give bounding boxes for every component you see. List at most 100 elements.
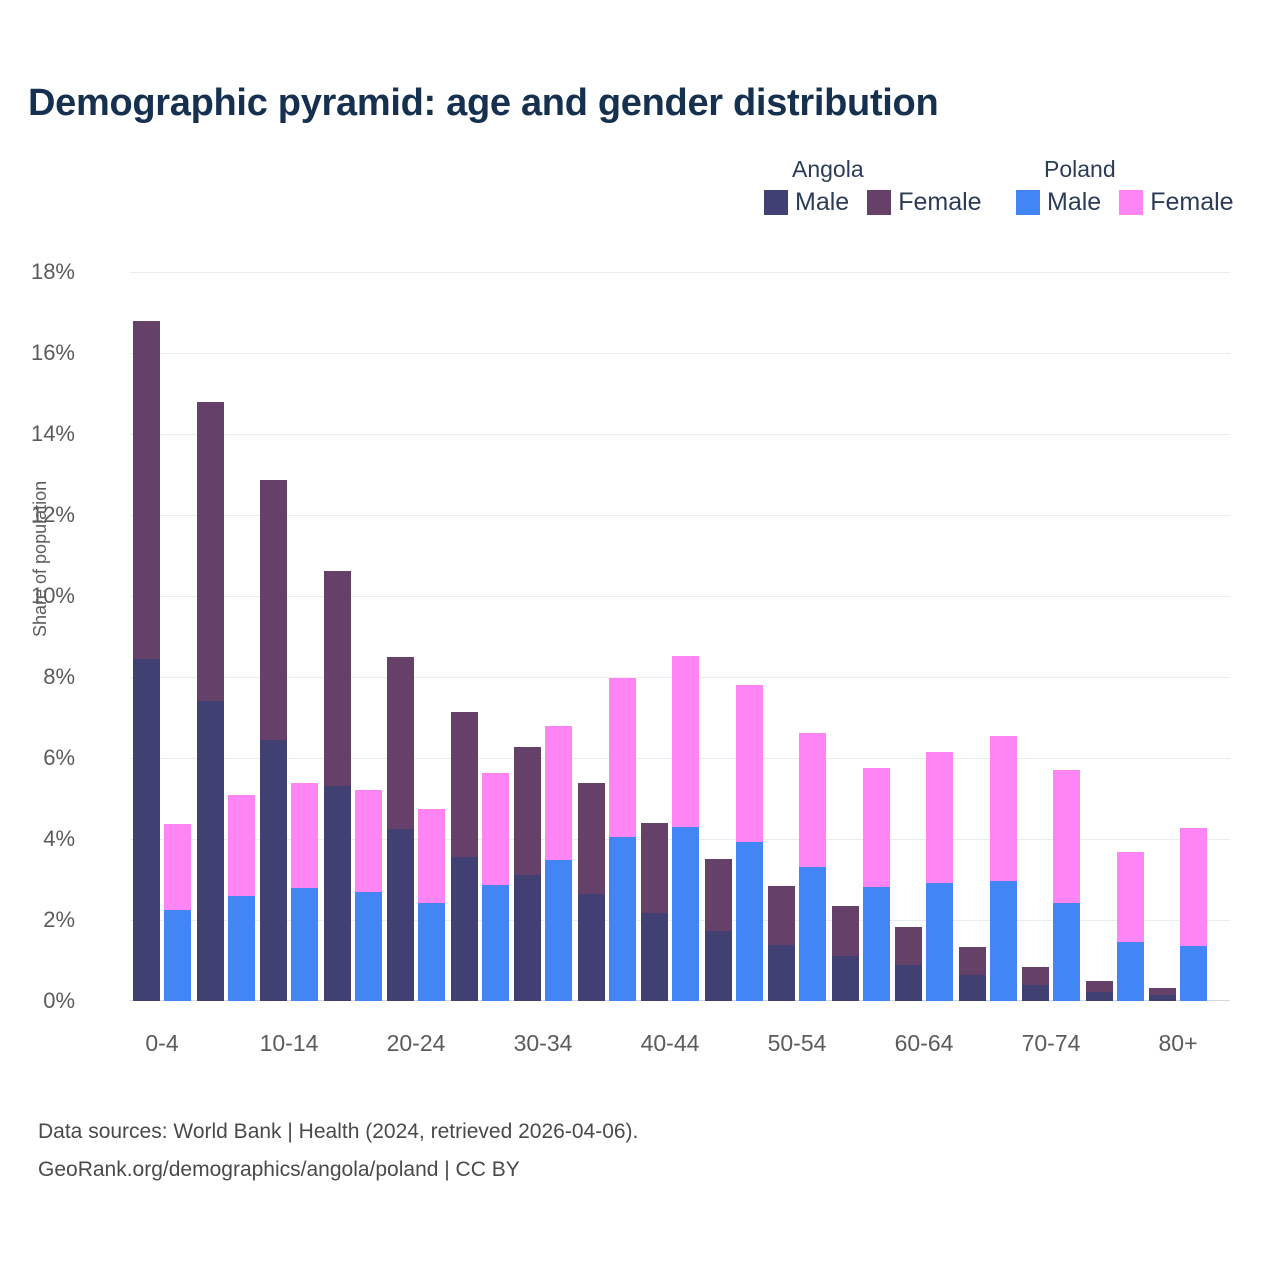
bar-segment-angola-male[interactable]: [133, 658, 160, 1001]
bar-poland[interactable]: [481, 773, 509, 1001]
bar-segment-poland-female[interactable]: [672, 655, 699, 827]
bar-segment-poland-female[interactable]: [354, 790, 382, 893]
bar-segment-poland-female[interactable]: [227, 795, 255, 896]
bar-segment-angola-female[interactable]: [1149, 987, 1176, 995]
bar-segment-angola-male[interactable]: [196, 700, 224, 1001]
bar-segment-poland-female[interactable]: [799, 732, 826, 868]
bar-segment-angola-female[interactable]: [641, 822, 668, 913]
bar-segment-angola-female[interactable]: [768, 885, 795, 946]
bar-segment-angola-male[interactable]: [768, 945, 795, 1001]
bar-segment-poland-male[interactable]: [672, 826, 699, 1001]
bar-segment-angola-male[interactable]: [831, 955, 859, 1001]
bar-poland[interactable]: [545, 725, 572, 1001]
bar-angola[interactable]: [1149, 987, 1176, 1001]
bar-angola[interactable]: [387, 656, 414, 1001]
bar-angola[interactable]: [958, 947, 986, 1001]
bar-angola[interactable]: [641, 822, 668, 1001]
bar-poland[interactable]: [227, 795, 255, 1001]
bar-poland[interactable]: [1180, 828, 1207, 1001]
bar-segment-angola-female[interactable]: [514, 747, 541, 875]
bar-segment-poland-male[interactable]: [799, 867, 826, 1001]
bar-segment-angola-male[interactable]: [323, 785, 351, 1001]
bar-segment-poland-male[interactable]: [227, 895, 255, 1001]
bar-segment-poland-female[interactable]: [862, 768, 890, 887]
bar-poland[interactable]: [354, 790, 382, 1001]
bar-segment-angola-female[interactable]: [577, 783, 605, 894]
bar-angola[interactable]: [577, 783, 605, 1001]
bar-segment-poland-male[interactable]: [735, 842, 763, 1001]
bar-poland[interactable]: [1053, 770, 1080, 1001]
bar-poland[interactable]: [989, 735, 1017, 1001]
bar-segment-angola-female[interactable]: [958, 947, 986, 975]
bar-angola[interactable]: [514, 747, 541, 1001]
bar-segment-poland-female[interactable]: [608, 678, 636, 837]
bar-segment-poland-male[interactable]: [545, 860, 572, 1001]
bar-poland[interactable]: [862, 768, 890, 1001]
bar-poland[interactable]: [291, 783, 318, 1001]
bar-angola[interactable]: [1022, 966, 1049, 1001]
bar-segment-poland-male[interactable]: [862, 886, 890, 1001]
bar-segment-angola-male[interactable]: [260, 739, 287, 1001]
bar-segment-poland-male[interactable]: [1180, 946, 1207, 1001]
bar-segment-angola-female[interactable]: [1022, 966, 1049, 985]
bar-segment-angola-male[interactable]: [387, 828, 414, 1001]
bar-segment-angola-female[interactable]: [133, 320, 160, 659]
bar-segment-angola-male[interactable]: [1085, 992, 1113, 1001]
bar-segment-angola-male[interactable]: [895, 965, 922, 1001]
bar-segment-angola-male[interactable]: [704, 930, 732, 1001]
bar-poland[interactable]: [608, 678, 636, 1001]
bar-segment-angola-female[interactable]: [1085, 981, 1113, 993]
bar-angola[interactable]: [323, 570, 351, 1001]
bar-angola[interactable]: [1085, 981, 1113, 1001]
bar-segment-angola-male[interactable]: [958, 974, 986, 1001]
bar-segment-angola-female[interactable]: [387, 656, 414, 829]
bar-poland[interactable]: [672, 655, 699, 1001]
bar-angola[interactable]: [450, 712, 478, 1001]
legend-item-poland-female[interactable]: Female: [1119, 189, 1234, 216]
bar-segment-poland-female[interactable]: [545, 725, 572, 861]
bar-segment-angola-female[interactable]: [196, 401, 224, 701]
bar-segment-angola-female[interactable]: [323, 570, 351, 786]
legend-item-angola-male[interactable]: Male: [764, 189, 849, 216]
bar-segment-poland-male[interactable]: [481, 884, 509, 1001]
bar-segment-poland-male[interactable]: [291, 888, 318, 1001]
bar-segment-poland-male[interactable]: [354, 892, 382, 1001]
bar-segment-poland-female[interactable]: [1180, 828, 1207, 947]
bar-segment-poland-male[interactable]: [164, 909, 191, 1001]
bar-segment-angola-male[interactable]: [1022, 984, 1049, 1001]
bar-angola[interactable]: [831, 905, 859, 1001]
bar-segment-poland-male[interactable]: [1116, 942, 1144, 1001]
bar-segment-poland-female[interactable]: [926, 752, 953, 883]
bar-poland[interactable]: [735, 685, 763, 1001]
bar-segment-poland-female[interactable]: [291, 783, 318, 889]
bar-angola[interactable]: [768, 885, 795, 1001]
bar-segment-angola-male[interactable]: [450, 857, 478, 1001]
bar-angola[interactable]: [704, 858, 732, 1001]
bar-segment-poland-male[interactable]: [1053, 903, 1080, 1001]
bar-segment-poland-female[interactable]: [989, 735, 1017, 881]
bar-segment-poland-male[interactable]: [989, 880, 1017, 1001]
bar-segment-angola-female[interactable]: [450, 712, 478, 858]
bar-segment-poland-female[interactable]: [735, 685, 763, 843]
bar-poland[interactable]: [799, 732, 826, 1001]
bar-segment-poland-female[interactable]: [164, 824, 191, 910]
bar-segment-poland-female[interactable]: [481, 773, 509, 885]
bar-angola[interactable]: [260, 479, 287, 1001]
bar-segment-angola-female[interactable]: [831, 905, 859, 956]
bar-segment-poland-female[interactable]: [418, 809, 445, 903]
bar-segment-angola-male[interactable]: [577, 893, 605, 1001]
bar-segment-poland-male[interactable]: [418, 903, 445, 1001]
bar-angola[interactable]: [895, 926, 922, 1001]
bar-segment-angola-female[interactable]: [704, 858, 732, 931]
bar-segment-angola-female[interactable]: [895, 926, 922, 966]
bar-segment-angola-male[interactable]: [514, 874, 541, 1001]
bar-segment-poland-male[interactable]: [926, 882, 953, 1001]
bar-poland[interactable]: [1116, 852, 1144, 1001]
bar-poland[interactable]: [164, 824, 191, 1001]
bar-segment-angola-female[interactable]: [260, 479, 287, 740]
bar-segment-poland-female[interactable]: [1116, 852, 1144, 943]
legend-item-angola-female[interactable]: Female: [867, 189, 982, 216]
bar-segment-poland-female[interactable]: [1053, 770, 1080, 903]
legend-item-poland-male[interactable]: Male: [1016, 189, 1101, 216]
bar-angola[interactable]: [196, 401, 224, 1001]
